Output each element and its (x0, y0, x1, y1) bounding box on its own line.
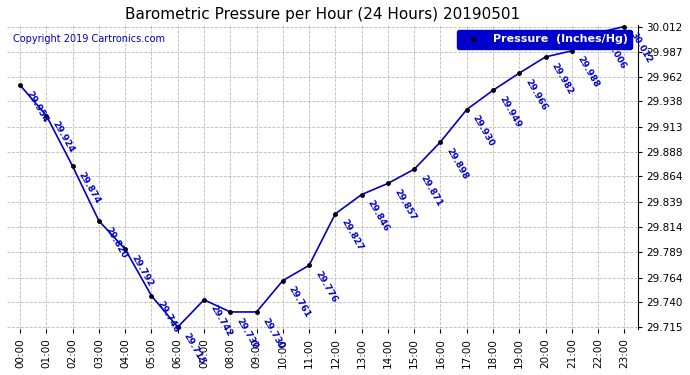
Text: 29.949: 29.949 (497, 94, 522, 129)
Pressure  (Inches/Hg) (42, 113, 50, 118)
Pressure  (Inches/Hg) (68, 164, 77, 168)
Text: 29.924: 29.924 (50, 120, 76, 154)
Pressure  (Inches/Hg) (279, 278, 287, 283)
Text: 29.792: 29.792 (129, 254, 155, 288)
Pressure  (Inches/Hg) (542, 55, 550, 59)
Pressure  (Inches/Hg) (253, 310, 261, 314)
Line: Pressure  (Inches/Hg): Pressure (Inches/Hg) (17, 23, 628, 331)
Text: 30.012: 30.012 (629, 31, 653, 65)
Legend: Pressure  (Inches/Hg): Pressure (Inches/Hg) (457, 30, 632, 49)
Title: Barometric Pressure per Hour (24 Hours) 20190501: Barometric Pressure per Hour (24 Hours) … (125, 7, 520, 22)
Text: 29.898: 29.898 (444, 146, 470, 181)
Pressure  (Inches/Hg) (226, 310, 235, 314)
Pressure  (Inches/Hg) (594, 30, 602, 35)
Pressure  (Inches/Hg) (95, 219, 103, 223)
Text: 29.874: 29.874 (77, 170, 102, 205)
Pressure  (Inches/Hg) (620, 24, 629, 29)
Text: 29.746: 29.746 (156, 300, 181, 335)
Text: 29.857: 29.857 (392, 188, 417, 222)
Pressure  (Inches/Hg) (147, 294, 155, 298)
Pressure  (Inches/Hg) (331, 211, 339, 216)
Text: 29.988: 29.988 (576, 55, 601, 90)
Text: 29.761: 29.761 (287, 285, 312, 320)
Pressure  (Inches/Hg) (305, 263, 313, 268)
Pressure  (Inches/Hg) (384, 181, 392, 186)
Pressure  (Inches/Hg) (489, 88, 497, 93)
Text: 29.982: 29.982 (550, 61, 575, 96)
Text: 29.776: 29.776 (313, 270, 339, 304)
Text: 29.730: 29.730 (261, 316, 286, 351)
Pressure  (Inches/Hg) (568, 49, 576, 53)
Text: 29.871: 29.871 (418, 173, 444, 208)
Pressure  (Inches/Hg) (16, 83, 24, 87)
Pressure  (Inches/Hg) (436, 140, 444, 144)
Text: 29.930: 29.930 (471, 114, 496, 148)
Text: 29.730: 29.730 (235, 316, 259, 351)
Pressure  (Inches/Hg) (462, 107, 471, 112)
Text: Copyright 2019 Cartronics.com: Copyright 2019 Cartronics.com (13, 34, 165, 44)
Pressure  (Inches/Hg) (515, 71, 524, 75)
Pressure  (Inches/Hg) (121, 247, 129, 252)
Pressure  (Inches/Hg) (410, 167, 418, 171)
Pressure  (Inches/Hg) (200, 297, 208, 302)
Text: 29.954: 29.954 (24, 89, 50, 124)
Text: 29.966: 29.966 (524, 77, 549, 112)
Text: 29.827: 29.827 (339, 218, 365, 253)
Pressure  (Inches/Hg) (357, 192, 366, 197)
Text: 29.820: 29.820 (103, 225, 128, 260)
Text: 30.006: 30.006 (602, 37, 627, 71)
Text: 29.715: 29.715 (182, 331, 207, 366)
Text: 29.742: 29.742 (208, 304, 233, 339)
Text: 29.846: 29.846 (366, 199, 391, 233)
Pressure  (Inches/Hg) (174, 325, 182, 329)
